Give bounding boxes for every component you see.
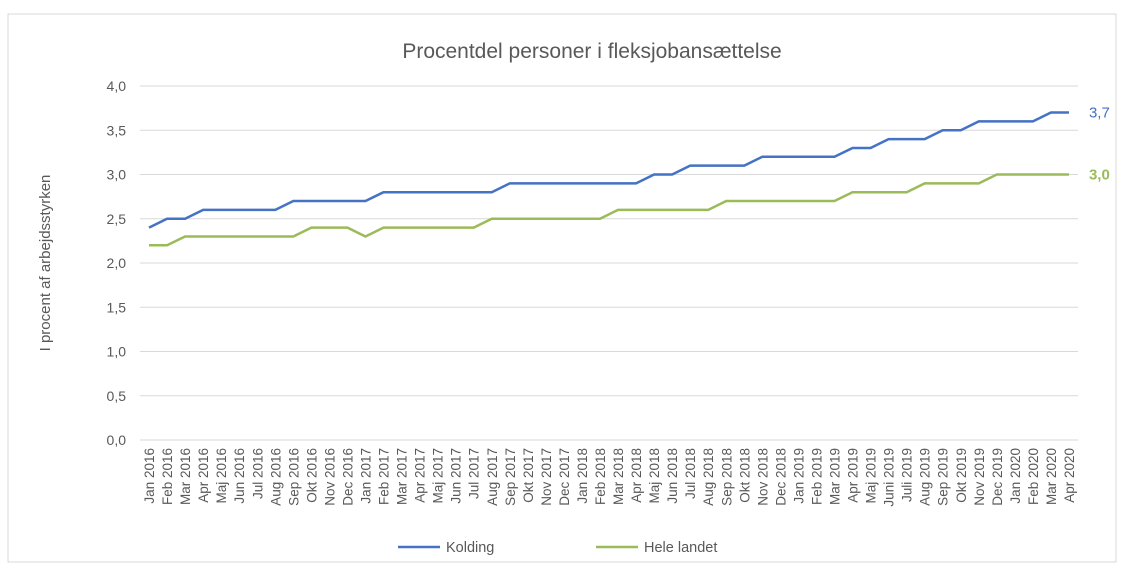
x-tick-label: Nov 2016 [322,448,337,506]
x-tick-label: Maj 2017 [431,448,446,504]
x-tick-label: Jun 2016 [232,448,247,504]
x-tick-label: Mar 2019 [827,448,842,505]
x-tick-label: Apr 2018 [629,448,644,503]
x-tick-label: Sep 2019 [936,448,951,506]
x-tick-label: Mar 2020 [1044,448,1059,505]
x-tick-label: Aug 2019 [918,448,933,506]
x-tick-label: Mar 2016 [178,448,193,505]
x-tick-label: Jul 2018 [683,448,698,499]
x-tick-label: Feb 2018 [593,448,608,505]
x-tick-label: Dec 2016 [340,448,355,506]
data-label: 3,0 [1089,167,1110,184]
x-tick-label: Feb 2020 [1026,448,1041,505]
x-tick-label: Aug 2016 [268,448,283,506]
x-tick-label: Jan 2020 [1008,448,1023,504]
data-label: 3,7 [1089,105,1110,122]
x-tick-label: Feb 2019 [809,448,824,505]
x-tick-label: Feb 2016 [160,448,175,505]
x-tick-label: Maj 2016 [214,448,229,504]
x-tick-label: Apr 2016 [196,448,211,503]
x-tick-label: Okt 2016 [304,448,319,503]
x-tick-label: Maj 2018 [647,448,662,504]
y-tick-label: 2,0 [107,255,127,271]
y-tick-label: 3,0 [107,167,127,183]
x-tick-label: Apr 2020 [1062,448,1077,503]
y-tick-label: 4,0 [107,78,127,94]
x-tick-label: Jul 2017 [467,448,482,499]
x-tick-label: Sep 2018 [719,448,734,506]
y-tick-label: 0,5 [107,388,127,404]
x-tick-label: Sep 2016 [286,448,301,506]
x-tick-label: Okt 2017 [521,448,536,503]
x-tick-label: Jan 2019 [791,448,806,504]
y-tick-label: 3,5 [107,122,127,138]
x-tick-label: Apr 2019 [846,448,861,503]
legend-label: Hele landet [644,540,717,556]
x-tick-label: Aug 2018 [701,448,716,506]
x-tick-label: Jun 2018 [665,448,680,504]
y-tick-label: 1,0 [107,344,127,360]
chart-title: Procentdel personer i fleksjobansættelse [402,40,781,63]
x-tick-label: Maj 2019 [864,448,879,504]
legend-label: Kolding [446,540,494,556]
x-tick-label: Jan 2018 [575,448,590,504]
x-tick-label: Feb 2017 [377,448,392,505]
x-tick-label: Mar 2018 [611,448,626,505]
x-tick-label: Jan 2016 [142,448,157,504]
x-tick-label: Dec 2017 [557,448,572,506]
y-tick-label: 1,5 [107,299,127,315]
x-tick-label: Nov 2018 [755,448,770,506]
x-tick-label: Mar 2017 [395,448,410,505]
x-tick-label: Okt 2019 [954,448,969,503]
chart-frame [7,13,1117,563]
x-tick-label: Jan 2017 [358,448,373,504]
x-tick-label: Sep 2017 [503,448,518,506]
x-tick-label: Jun 2017 [449,448,464,504]
x-tick-label: Okt 2018 [737,448,752,503]
x-tick-label: Jul 2016 [250,448,265,499]
x-tick-label: Juli 2019 [900,448,915,502]
x-tick-label: Nov 2017 [539,448,554,506]
x-tick-label: Juni 2019 [882,448,897,507]
y-tick-label: 2,5 [107,211,127,227]
series-line [149,173,1069,247]
x-tick-label: Apr 2017 [413,448,428,503]
y-tick-label: 0,0 [107,432,127,448]
x-tick-label: Dec 2018 [773,448,788,506]
x-tick-label: Nov 2019 [972,448,987,506]
y-axis-label: I procent af arbejdsstyrken [37,175,54,352]
x-tick-label: Aug 2017 [485,448,500,506]
series-line [148,111,1069,229]
x-tick-label: Dec 2019 [990,448,1005,506]
